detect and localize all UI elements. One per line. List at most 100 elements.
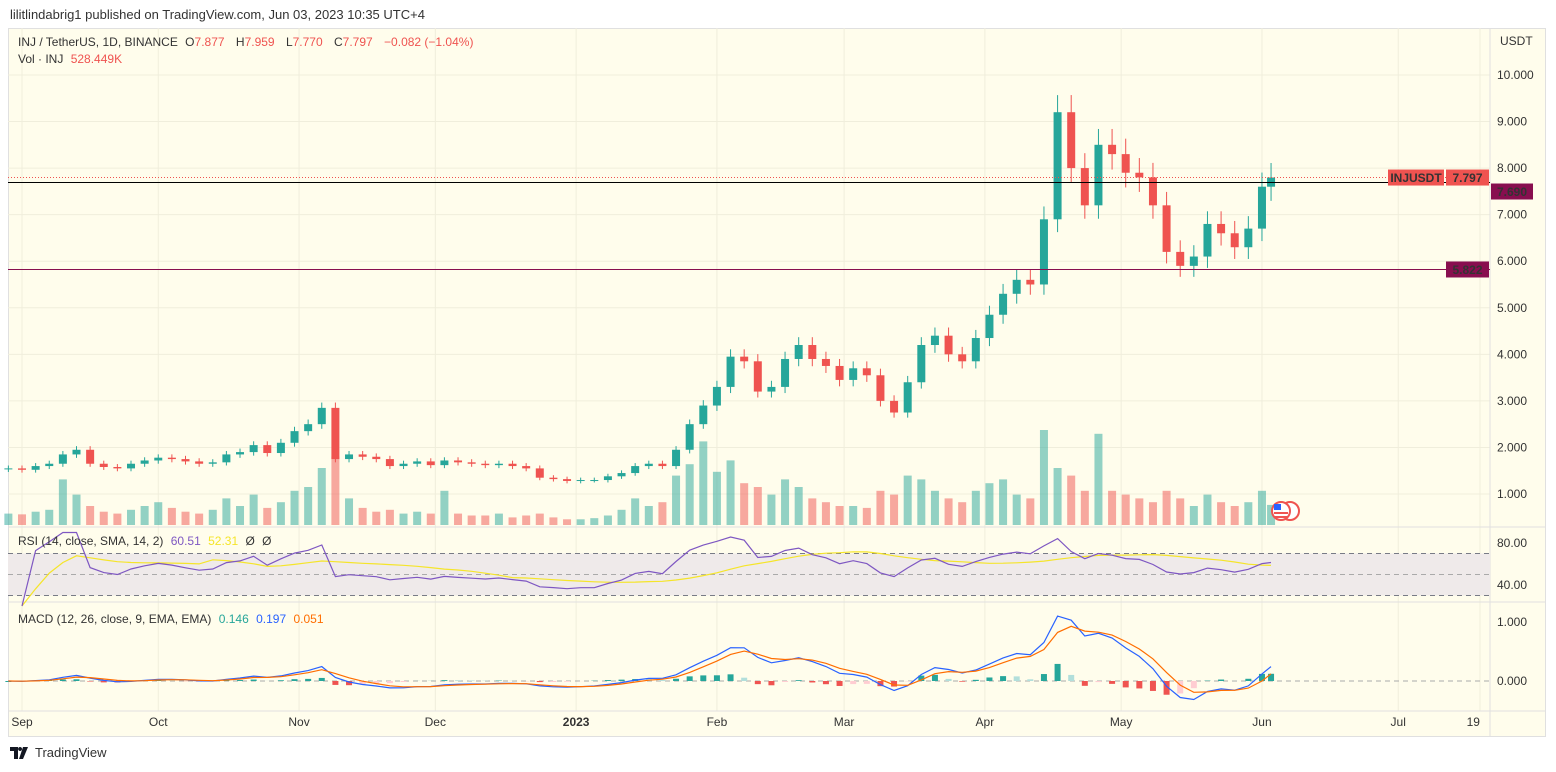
candle-body (454, 460, 463, 463)
candle-body (181, 459, 190, 462)
volume-bar (249, 494, 258, 525)
candle-body (944, 335, 953, 355)
price-tick-label: 5.000 (1497, 301, 1527, 315)
volume-bar (563, 519, 572, 525)
volume-bar (45, 509, 54, 525)
macd-tick-label: 1.000 (1497, 615, 1527, 629)
macd-histogram-bar (863, 681, 870, 684)
volume-bar (821, 502, 830, 525)
volume-bar (345, 498, 354, 525)
candle-body (263, 445, 272, 454)
macd-histogram-bar (359, 681, 366, 685)
macd-histogram-bar (1000, 676, 1007, 681)
volume-bar (4, 513, 13, 525)
volume-bar (426, 513, 435, 525)
tradingview-logo-icon (10, 746, 28, 759)
macd-signal-line (8, 625, 1272, 693)
volume-bar (835, 506, 844, 525)
candle-body (672, 449, 681, 467)
volume-bar (1135, 498, 1144, 525)
candle-body (971, 338, 980, 362)
rsi-line (21, 531, 1272, 607)
macd-histogram-bar (550, 681, 557, 683)
candle-body (304, 424, 313, 432)
candle-body (426, 461, 435, 466)
volume-bar (1012, 494, 1021, 525)
macd-histogram-bar (741, 677, 748, 681)
macd-histogram-bar (564, 681, 571, 682)
candle-body (1217, 223, 1226, 234)
volume-bar (181, 511, 190, 525)
symbol-title: INJ / TetherUS, 1D, BINANCE (18, 35, 178, 49)
candle-body (385, 459, 394, 467)
last-price-tag: 7.797 (1452, 171, 1482, 185)
macd-histogram-bar (918, 675, 925, 681)
candle-body (249, 445, 258, 453)
candle-body (467, 462, 476, 464)
time-tick-label: Feb (707, 715, 728, 729)
volume-bar (99, 511, 108, 525)
macd-histogram-bar (155, 680, 162, 681)
macd-histogram-bar (959, 681, 966, 682)
volume-bar (399, 513, 408, 525)
axes: USDT 10.000 9.000 8.000 7.000 6.000 5.000 4.000… (11, 34, 1534, 729)
last-price-tag-bg (1446, 169, 1489, 186)
publisher-line: lilitlindabrig1 published on TradingView… (10, 7, 425, 22)
macd-histogram-bar (100, 681, 107, 683)
volume-bar (1230, 506, 1239, 525)
macd-histogram-bar (1122, 681, 1129, 688)
candle-body (712, 386, 721, 406)
candle-body (440, 460, 449, 466)
volume-bar (658, 502, 667, 525)
volume-bar (317, 468, 326, 525)
volume-bar (413, 511, 422, 525)
candle-body (753, 361, 762, 392)
volume-bar (590, 518, 599, 525)
volume-bar (781, 479, 790, 525)
candle-body (590, 480, 599, 482)
macd-histogram-bar (1054, 663, 1061, 681)
macd-histogram-bar (1163, 681, 1170, 695)
volume-bar (140, 506, 149, 525)
macd-histogram-bar (1149, 681, 1156, 691)
time-tick-label: 2023 (563, 715, 590, 729)
candle-body (740, 356, 749, 362)
macd-histogram-bar (809, 681, 816, 683)
candle-body (1244, 228, 1253, 248)
line-5822-tag: 5.822 (1452, 263, 1482, 277)
volume-bar (685, 464, 694, 525)
volume-bar (481, 515, 490, 525)
macd-histogram-bar (754, 681, 761, 685)
candle-body (1039, 219, 1048, 285)
tradingview-logo[interactable]: TradingView (10, 745, 107, 760)
candle-body (821, 358, 830, 366)
candle-body (576, 480, 585, 482)
candle-body (522, 466, 531, 469)
candle-body (236, 452, 245, 455)
close-value: C7.797 (334, 35, 373, 49)
candle-body (127, 463, 136, 469)
volume-bar (127, 509, 136, 525)
candle-body (195, 461, 204, 464)
volume-bar (903, 475, 912, 525)
macd-histogram-bar (877, 681, 884, 687)
volume-bar (726, 460, 735, 525)
candle-body (1026, 279, 1035, 285)
chart-frame[interactable] (8, 28, 1546, 737)
macd-histogram-bar (455, 680, 462, 681)
candle-body (86, 449, 95, 464)
macd-histogram-bar (318, 677, 325, 681)
macd-histogram-bar (250, 679, 257, 681)
volume-bar (454, 513, 463, 525)
macd-histogram-bar (1218, 679, 1225, 681)
macd-histogram-bar (59, 679, 66, 681)
volume-bar (971, 490, 980, 525)
candle-body (767, 386, 776, 392)
time-tick-label: May (1110, 715, 1133, 729)
us-flag-icon[interactable] (1271, 501, 1300, 521)
volume-bar (440, 490, 449, 525)
candle-body (794, 345, 803, 359)
macd-histogram-bar (536, 681, 543, 683)
volume-bar (31, 511, 40, 525)
